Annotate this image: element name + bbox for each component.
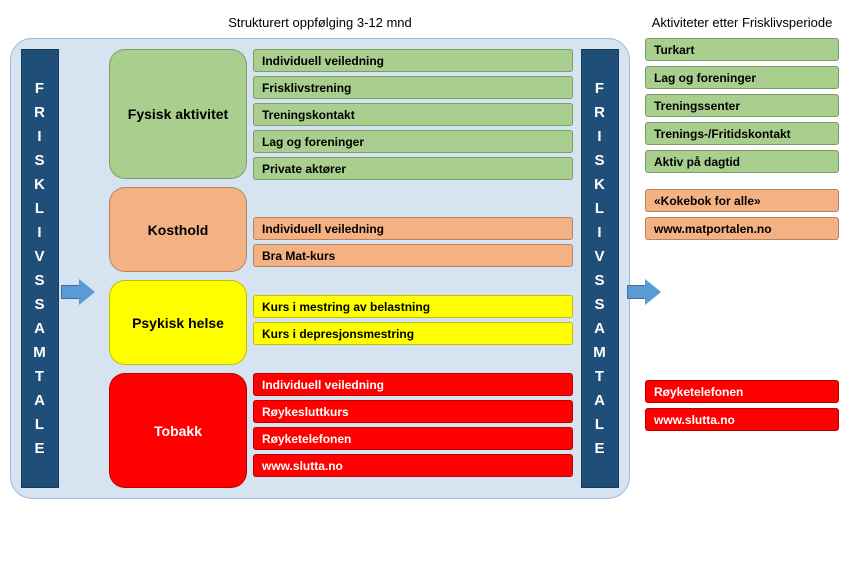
main-container: FRISKLIVSSAMTALE Fysisk aktivitetKosthol… [10,38,630,499]
vbar-left: FRISKLIVSSAMTALE [21,49,59,488]
main-header: Strukturert oppfølging 3-12 mnd [10,10,630,38]
side-item-box: Trenings-/Fritidskontakt [645,122,839,145]
side-item-box: www.matportalen.no [645,217,839,240]
side-groups: Turkart Lag og foreninger Treningssenter Tr… [645,38,839,431]
category-tobakk: Tobakk [109,373,247,488]
item-box: Frisklivstrening [253,76,573,99]
item-box: Bra Mat-kurs [253,244,573,267]
side-item-box: Røyketelefonen [645,380,839,403]
side-item-box: Aktiv på dagtid [645,150,839,173]
side-item-box: «Kokebok for alle» [645,189,839,212]
category-fysisk-aktivitet: Fysisk aktivitet [109,49,247,179]
item-box: Individuell veiledning [253,217,573,240]
item-box: Røyketelefonen [253,427,573,450]
category-psykisk-helse: Psykisk helse [109,280,247,365]
category-column: Fysisk aktivitetKostholdPsykisk helseTob… [109,49,247,488]
item-box: Røykesluttkurs [253,400,573,423]
arrow-out [627,279,661,305]
arrow-in [61,279,95,305]
item-box: Private aktører [253,157,573,180]
item-box: Individuell veiledning [253,49,573,72]
item-box: www.slutta.no [253,454,573,477]
vbar-right: FRISKLIVSSAMTALE [581,49,619,488]
item-box: Treningskontakt [253,103,573,126]
category-kosthold: Kosthold [109,187,247,272]
item-box: Kurs i depresjonsmestring [253,322,573,345]
side-item-box: Treningssenter [645,94,839,117]
side-item-box: www.slutta.no [645,408,839,431]
item-column: Individuell veiledning Frisklivstrening Tr… [253,49,573,488]
side-header: Aktiviteter etter Frisklivsperiode [645,10,839,38]
item-box: Individuell veiledning [253,373,573,396]
side-item-box: Lag og foreninger [645,66,839,89]
side-item-box: Turkart [645,38,839,61]
item-box: Kurs i mestring av belastning [253,295,573,318]
item-box: Lag og foreninger [253,130,573,153]
